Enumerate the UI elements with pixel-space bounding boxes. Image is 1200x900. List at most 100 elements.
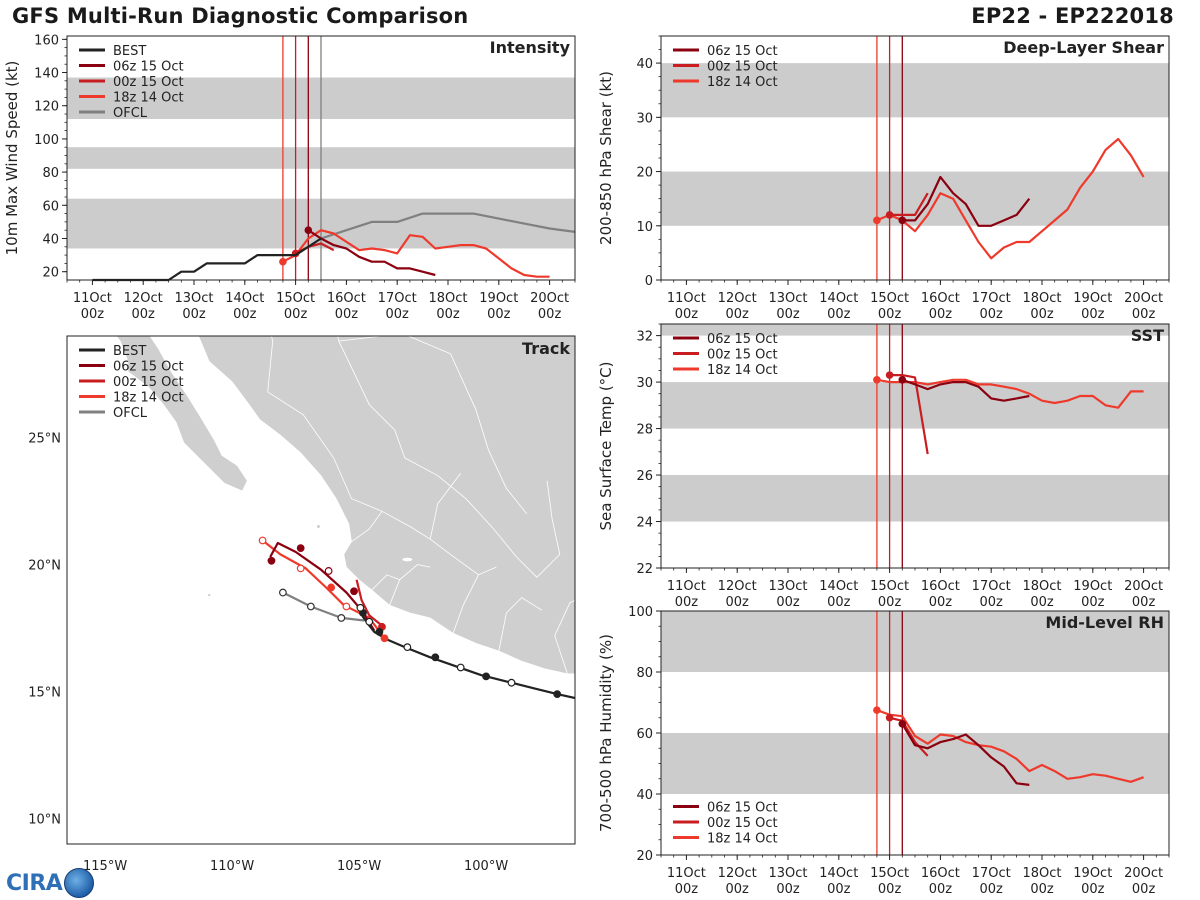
intensity-xtick-sublabel: 00z [233,307,257,322]
state-border [338,336,451,355]
sst-panel: 22242628303211Oct00z12Oct00z13Oct00z14Oc… [597,323,1170,610]
track-title: Track [522,339,570,358]
gulf-of-california [154,336,273,474]
sst-legend-label: 18z 14 Oct [707,363,778,378]
sst-band [661,382,1169,429]
shear-xtick-sublabel: 00z [1081,307,1105,322]
track-marker [267,556,276,565]
track-marker [456,663,465,672]
rh-xtick-sublabel: 00z [1081,882,1105,897]
state-border [452,566,497,634]
track-legend-label: OFCL [113,406,148,421]
intensity-ytick-label: 100 [34,133,59,148]
rh-ytick-label: 40 [636,788,653,803]
shear-ytick-label: 30 [636,111,653,126]
intensity-xtick-label: 11Oct [73,291,112,306]
intensity-xtick-sublabel: 00z [284,307,308,322]
intensity-ylabel: 10m Max Wind Speed (kt) [3,61,21,256]
shear-xtick-sublabel: 00z [675,307,699,322]
rh-series-18z-14-oct [876,709,1144,783]
intensity-legend-label: 18z 14 Oct [113,91,184,106]
rh-xtick-label: 12Oct [718,866,757,881]
rh-xtick-sublabel: 00z [776,882,800,897]
track-marker [553,690,562,699]
sst-xtick-label: 18Oct [1022,579,1061,594]
rh-xtick-sublabel: 00z [929,882,953,897]
shear-ytick-label: 0 [645,274,653,289]
intensity-xtick-label: 17Oct [378,291,417,306]
track-marker [342,602,351,611]
intensity-xtick-label: 19Oct [479,291,518,306]
rh-xtick-label: 13Oct [768,866,807,881]
sst-xtick-label: 14Oct [819,579,858,594]
shear-ytick-label: 10 [636,220,653,235]
shear-ylabel: 200-850 hPa Shear (kt) [597,71,615,245]
sst-title: SST [1131,326,1164,345]
shear-band [661,171,1169,226]
rh-legend-label: 00z 15 Oct [707,816,778,831]
sst-xtick-label: 20Oct [1124,579,1163,594]
sst-series-06z-15-oct [901,378,1030,402]
track-map-layer [116,336,575,700]
track-marker [365,617,374,626]
track-xtick-label: 100°W [464,859,508,874]
sst-xtick-label: 16Oct [921,579,960,594]
shear-xtick-sublabel: 00z [776,307,800,322]
intensity-ytick-label: 80 [42,166,59,181]
intensity-xtick-label: 12Oct [124,291,163,306]
track-marker [350,587,358,596]
sst-init-marker [898,375,907,384]
track-legend-label: 06z 15 Oct [113,360,184,375]
track-legend-label: BEST [113,344,146,359]
rh-legend-label: 06z 15 Oct [707,801,778,816]
intensity-panel: 2040608010012014016011Oct00z12Oct00z13Oc… [3,33,576,322]
shear-xtick-label: 19Oct [1073,291,1112,306]
sst-series-00z-15-oct [889,374,929,455]
shear-xtick-sublabel: 00z [1132,307,1156,322]
shear-xtick-label: 15Oct [870,291,909,306]
intensity-series-18z-14-oct [282,229,550,278]
state-border [351,511,383,543]
rh-series-06z-15-oct [901,723,1030,786]
sst-ytick-label: 22 [636,562,653,577]
sst-xtick-sublabel: 00z [1030,595,1054,610]
intensity-ytick-label: 140 [34,67,59,82]
track-ytick-label: 15°N [28,686,61,701]
shear-xtick-sublabel: 00z [878,307,902,322]
state-border [498,597,543,652]
rh-xtick-label: 19Oct [1073,866,1112,881]
shear-legend-label: 06z 15 Oct [707,44,778,59]
shear-xtick-label: 20Oct [1124,291,1163,306]
shear-xtick-label: 12Oct [718,291,757,306]
rh-xtick-sublabel: 00z [1030,882,1054,897]
intensity-init-marker [279,257,287,266]
sst-ytick-label: 30 [636,376,653,391]
rh-xtick-sublabel: 00z [827,882,851,897]
intensity-xtick-sublabel: 00z [81,307,105,322]
shear-series-18z-14-oct [876,137,1145,260]
rh-xtick-label: 15Oct [870,866,909,881]
sst-xtick-label: 19Oct [1073,579,1112,594]
shear-legend-label: 00z 15 Oct [707,60,778,75]
intensity-legend-label: BEST [113,44,146,59]
state-border [337,336,406,459]
intensity-xtick-sublabel: 00z [436,307,460,322]
sst-xtick-label: 11Oct [667,579,706,594]
sst-ytick-label: 24 [636,516,653,531]
track-marker [327,583,336,592]
cira-logo-text: CIRA [6,870,63,896]
sst-legend-label: 06z 15 Oct [707,332,778,347]
shear-xtick-label: 14Oct [819,291,858,306]
track-marker [431,653,440,662]
track-panel: Track 115°W 110°W 105°W 100°W 10°N 15°N 20°N 25°… [28,335,576,874]
globe-icon [64,868,95,898]
intensity-xtick-sublabel: 00z [538,307,562,322]
rh-xtick-label: 18Oct [1022,866,1061,881]
shear-xtick-label: 11Oct [667,291,706,306]
shear-xtick-label: 16Oct [921,291,960,306]
track-marker [296,544,305,552]
sst-xtick-sublabel: 00z [878,595,902,610]
rh-xtick-label: 17Oct [972,866,1011,881]
shear-series-00z-15-oct [889,192,929,216]
track-marker [482,672,491,681]
